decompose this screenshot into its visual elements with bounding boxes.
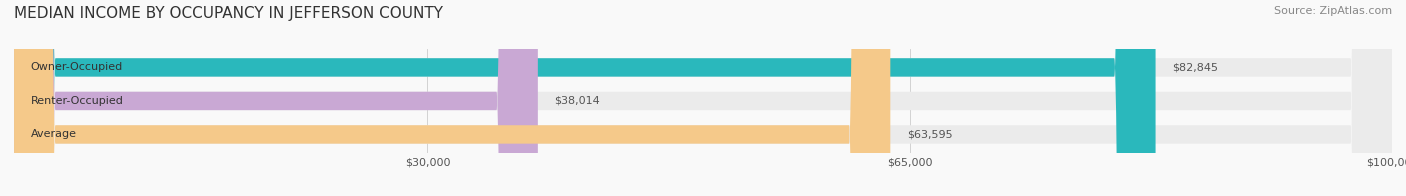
FancyBboxPatch shape	[14, 0, 1392, 196]
FancyBboxPatch shape	[14, 0, 1156, 196]
FancyBboxPatch shape	[14, 0, 1392, 196]
Text: $82,845: $82,845	[1173, 63, 1218, 73]
Text: $38,014: $38,014	[554, 96, 600, 106]
Text: MEDIAN INCOME BY OCCUPANCY IN JEFFERSON COUNTY: MEDIAN INCOME BY OCCUPANCY IN JEFFERSON …	[14, 6, 443, 21]
Text: Average: Average	[31, 129, 76, 139]
Text: Source: ZipAtlas.com: Source: ZipAtlas.com	[1274, 6, 1392, 16]
Text: Owner-Occupied: Owner-Occupied	[31, 63, 122, 73]
FancyBboxPatch shape	[14, 0, 538, 196]
FancyBboxPatch shape	[14, 0, 890, 196]
FancyBboxPatch shape	[14, 0, 1392, 196]
Text: Renter-Occupied: Renter-Occupied	[31, 96, 124, 106]
Text: $63,595: $63,595	[907, 129, 952, 139]
